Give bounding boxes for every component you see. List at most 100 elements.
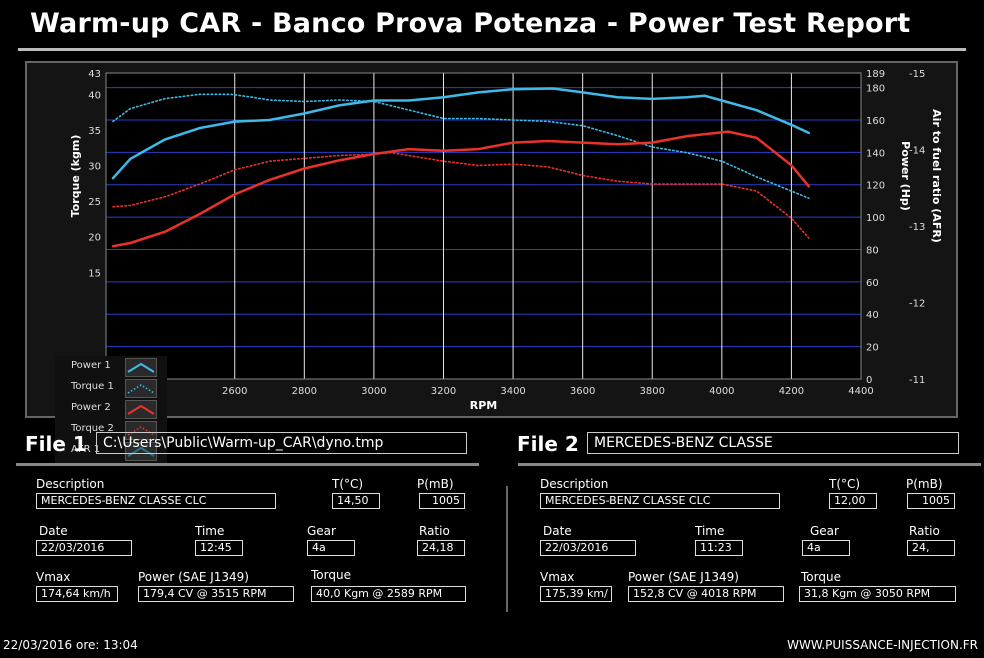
x-tick-label: 3400 <box>500 386 525 397</box>
x-tick-label: 4000 <box>709 386 734 397</box>
legend-label: AFR 1 <box>71 444 101 455</box>
power-tick-label: 189 <box>866 69 885 80</box>
torque-tick-label: 15 <box>88 268 101 279</box>
temperature-label: T(°C) <box>332 477 364 491</box>
vmax-label: Vmax <box>36 570 71 584</box>
legend-item: Torque 1 <box>55 377 167 398</box>
series-line-power-1 <box>111 87 811 180</box>
afr-tick-label: -13 <box>909 222 925 233</box>
date-label: Date <box>39 524 68 538</box>
legend-label: Power 2 <box>71 402 111 413</box>
vmax-label: Vmax <box>540 570 575 584</box>
series-line-torque-2 <box>112 151 810 239</box>
x-tick-label: 3600 <box>570 386 595 397</box>
x-tick-label: 3000 <box>361 386 386 397</box>
plot-border <box>105 72 862 380</box>
max-torque-field[interactable]: 40,0 Kgm @ 2589 RPM <box>311 586 466 602</box>
torque-tick-label: 25 <box>88 197 101 208</box>
ratio-field[interactable]: 24, <box>907 540 955 556</box>
gear-field[interactable]: 4a <box>802 540 850 556</box>
footer-website: WWW.PUISSANCE-INJECTION.FR <box>787 638 978 652</box>
file2-name-field[interactable]: MERCEDES-BENZ CLASSE <box>587 432 959 454</box>
date-label: Date <box>543 524 572 538</box>
description-label: Description <box>36 477 105 491</box>
ratio-label: Ratio <box>419 524 450 538</box>
legend-label: Power 1 <box>71 360 111 371</box>
file1-path-field[interactable]: C:\Users\Public\Warm-up_CAR\dyno.tmp <box>96 432 467 454</box>
power-label: Power (SAE J1349) <box>628 570 739 584</box>
time-label: Time <box>695 524 725 538</box>
pressure-field[interactable]: 1005 <box>419 493 465 509</box>
max-power-field[interactable]: 152,8 CV @ 4018 RPM <box>628 586 784 602</box>
vmax-field[interactable]: 175,39 km/ <box>540 586 612 602</box>
temperature-field[interactable]: 12,00 <box>829 493 877 509</box>
time-field[interactable]: 12:45 <box>195 540 243 556</box>
date-field[interactable]: 22/03/2016 <box>540 540 636 556</box>
power-tick-label: 160 <box>866 116 885 127</box>
max-torque-field[interactable]: 31,8 Kgm @ 3050 RPM <box>799 586 956 602</box>
time-field[interactable]: 11:23 <box>695 540 743 556</box>
date-field[interactable]: 22/03/2016 <box>36 540 132 556</box>
pressure-field[interactable]: 1005 <box>907 493 955 509</box>
footer-datetime: 22/03/2016 ore: 13:04 <box>3 638 138 652</box>
series-line-torque-1 <box>112 93 810 199</box>
power-tick-label: 140 <box>866 148 885 159</box>
max-power-field[interactable]: 179,4 CV @ 3515 RPM <box>138 586 294 602</box>
legend-label: Torque 1 <box>71 381 114 392</box>
legend-swatch <box>125 400 157 419</box>
torque-tick-label: 35 <box>88 126 101 137</box>
x-tick-label: 2800 <box>292 386 317 397</box>
chart-panel: 2600 2800 3000 3200 3400 3600 3800 4000 4200 4400… <box>25 61 958 482</box>
power-axis-label: Power (Hp) <box>899 141 912 211</box>
plot-area <box>106 73 861 379</box>
legend-item: Power 2 <box>55 398 167 419</box>
afr-tick-label: -11 <box>909 375 925 386</box>
afr-tick-label: -15 <box>909 69 925 80</box>
torque-axis-label: Torque (kgm) <box>69 135 82 218</box>
dyno-chart: 2600 2800 3000 3200 3400 3600 3800 4000 4200 4400… <box>69 69 943 412</box>
ratio-field[interactable]: 24,18 <box>417 540 465 556</box>
afr-tick-label: -14 <box>909 146 925 157</box>
file1-label: File 1 <box>25 432 87 456</box>
title-divider <box>18 48 966 51</box>
gear-label: Gear <box>810 524 839 538</box>
torque-tick-label: 20 <box>88 233 101 244</box>
description-label: Description <box>540 477 609 491</box>
pressure-label: P(mB) <box>906 477 943 491</box>
description-field[interactable]: MERCEDES-BENZ CLASSE CLC <box>36 493 276 509</box>
legend-swatch <box>125 379 157 398</box>
power-tick-label: 0 <box>866 375 872 386</box>
temperature-field[interactable]: 14,50 <box>332 493 380 509</box>
x-tick-label: 2600 <box>222 386 247 397</box>
vmax-field[interactable]: 174,64 km/h <box>36 586 118 602</box>
temperature-label: T(°C) <box>829 477 861 491</box>
file1-info-panel: Description MERCEDES-BENZ CLASSE CLC T(°… <box>16 463 479 618</box>
x-tick-label: 3800 <box>640 386 665 397</box>
power-tick-label: 100 <box>866 213 885 224</box>
power-label: Power (SAE J1349) <box>138 570 249 584</box>
x-tick-label: 4400 <box>848 386 873 397</box>
power-tick-label: 20 <box>866 343 879 354</box>
x-tick-label: 4200 <box>779 386 804 397</box>
x-tick-label: 3200 <box>431 386 456 397</box>
torque-tick-label: 40 <box>88 90 101 101</box>
series-line-power-2 <box>111 130 811 248</box>
gear-label: Gear <box>307 524 336 538</box>
legend-label: Torque 2 <box>71 423 114 434</box>
pressure-label: P(mB) <box>417 477 454 491</box>
description-field[interactable]: MERCEDES-BENZ CLASSE CLC <box>540 493 780 509</box>
torque-label: Torque <box>801 570 841 584</box>
legend-item: Power 1 <box>55 356 167 377</box>
torque-tick-label: 30 <box>88 162 101 173</box>
torque-tick-label: 43 <box>88 69 101 80</box>
legend-swatch <box>125 358 157 377</box>
afr-tick-label: -12 <box>909 299 925 310</box>
gear-field[interactable]: 4a <box>307 540 355 556</box>
power-tick-label: 80 <box>866 245 879 256</box>
ratio-label: Ratio <box>909 524 940 538</box>
report-title: Warm-up CAR - Banco Prova Potenza - Powe… <box>30 8 911 39</box>
power-tick-label: 180 <box>866 84 885 95</box>
x-axis-label: RPM <box>470 399 497 412</box>
power-tick-label: 120 <box>866 181 885 192</box>
